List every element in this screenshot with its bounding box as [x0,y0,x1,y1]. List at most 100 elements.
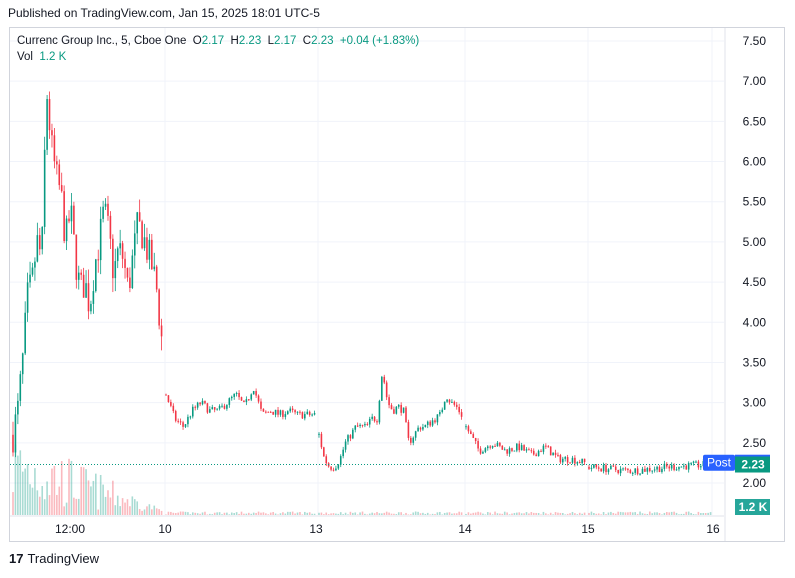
volume-bar [218,512,221,515]
volume-bar [690,512,692,515]
candle-body [368,418,371,425]
last-price-badge [735,456,770,473]
candle-body [131,255,134,288]
volume-bar [56,494,58,515]
candle-body [148,239,151,260]
candle-body [496,442,499,447]
candle-body [272,411,274,415]
volume-bar [540,514,542,515]
volume-bar [262,512,265,515]
candle-body [378,400,381,423]
volume-bar [77,498,80,515]
candle-body [335,468,337,471]
candle-body [226,404,228,409]
volume-bar [209,513,211,515]
candle-body [104,203,107,207]
candle-body [690,462,692,464]
candle-body [653,469,656,471]
volume-label: Vol [17,51,33,63]
candle-body [216,408,218,410]
volume-bar [323,514,325,515]
candle-body [31,267,34,275]
candle-body [419,427,422,430]
candle-body [700,466,702,468]
candle-body [70,205,73,222]
post-badge-label: Post [707,456,732,470]
brand-name: TradingView [27,551,100,566]
volume-bar [426,512,429,515]
candle-body [390,405,393,410]
volume-bar [523,513,525,515]
x-tick-label: 13 [309,522,323,536]
candle-body [605,465,607,473]
volume-bar [627,512,629,515]
legend-high-label: H [230,35,239,47]
volume-bar [619,511,622,515]
candle-body [393,409,395,414]
y-tick-label: 2.50 [743,436,767,450]
candle-body [174,411,177,421]
candle-body [65,218,68,242]
volume-bar [597,513,600,515]
volume-bar [446,512,448,515]
volume-bar [600,514,602,515]
candle-body [453,401,456,405]
volume-bar [631,512,634,515]
volume-bar [335,513,337,515]
candle-body [34,261,36,268]
candle-body [407,422,410,438]
candle-body [80,272,82,275]
legend-close: 2.23 [311,35,334,47]
candle-body [564,457,567,459]
volume-bar [559,512,562,515]
y-tick-label: 5.00 [743,235,767,249]
volume-bar [51,468,53,515]
volume-bar [294,513,296,515]
candle-body [213,407,216,410]
volume-bar [133,499,136,515]
footer-brand[interactable]: 17 TradingView [9,551,99,566]
candle-body [352,429,354,439]
volume-legend: Vol 1.2 K [17,51,66,63]
volume-bar [240,511,243,515]
candle-body [53,135,56,162]
volume-bar [439,511,441,515]
candle-body [484,448,487,452]
volume-bar [339,512,342,515]
volume-bar [583,512,586,515]
candle-body [291,408,294,411]
volume-bar [75,498,78,515]
candle-body [199,402,201,405]
candle-body [646,468,649,472]
volume-bar [255,512,257,515]
volume-bar [653,512,656,515]
volume-bar [470,513,472,515]
candle-body [75,234,78,280]
candle-body [179,421,182,423]
volume-bar [73,497,75,515]
volume-bar [235,512,238,515]
candle-body [431,420,434,426]
chart-frame[interactable] [9,27,785,542]
candle-body [133,233,136,256]
volume-bar [318,512,320,515]
candle-body [622,468,624,470]
candle-body [332,469,335,471]
candle-body [508,448,511,454]
volume-bar [206,514,209,515]
candle-body [153,266,156,270]
volume-bar [38,496,41,515]
candle-body [196,402,199,408]
volume-bar [121,498,124,515]
volume-bar [501,513,504,515]
volume-bar [547,514,550,515]
candle-body [595,464,598,468]
volume-bar [286,511,289,515]
volume-bar [530,512,533,515]
volume-bar [607,512,610,515]
volume-bar [304,511,306,515]
volume-badge [735,499,770,515]
candle-body [675,469,678,471]
candle-body [114,261,117,279]
